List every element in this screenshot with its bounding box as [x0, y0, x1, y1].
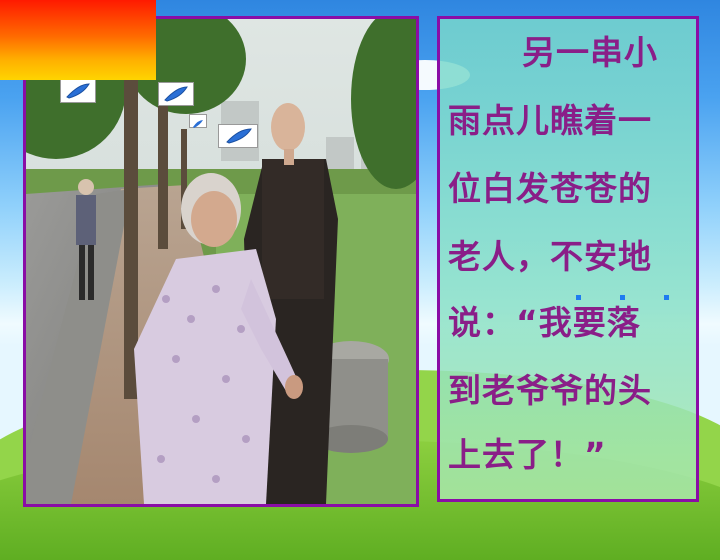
- story-text-panel: 另一串小 雨点儿瞧着一 位白发苍苍的 老人，不安地 说：“我要落 到老爷爷的头 …: [437, 16, 699, 502]
- story-line: 到老爷爷的头: [448, 371, 652, 410]
- raindrop-icon: [158, 82, 194, 106]
- story-line: 上去了！”: [448, 435, 607, 474]
- raindrop-icon: [60, 79, 96, 103]
- story-line: 说：“我要落: [448, 303, 641, 342]
- story-line: 位白发苍苍的: [448, 169, 652, 208]
- raindrop-icon: [189, 114, 207, 128]
- story-line: 老人，不安地: [448, 237, 652, 276]
- raindrop-icon: [218, 124, 258, 148]
- photo-frame: [23, 16, 419, 507]
- elderly-couple-photo: [26, 19, 416, 504]
- corner-decoration: [0, 0, 156, 80]
- story-line: 雨点儿瞧着一: [448, 101, 652, 140]
- story-line: 另一串小: [522, 33, 658, 72]
